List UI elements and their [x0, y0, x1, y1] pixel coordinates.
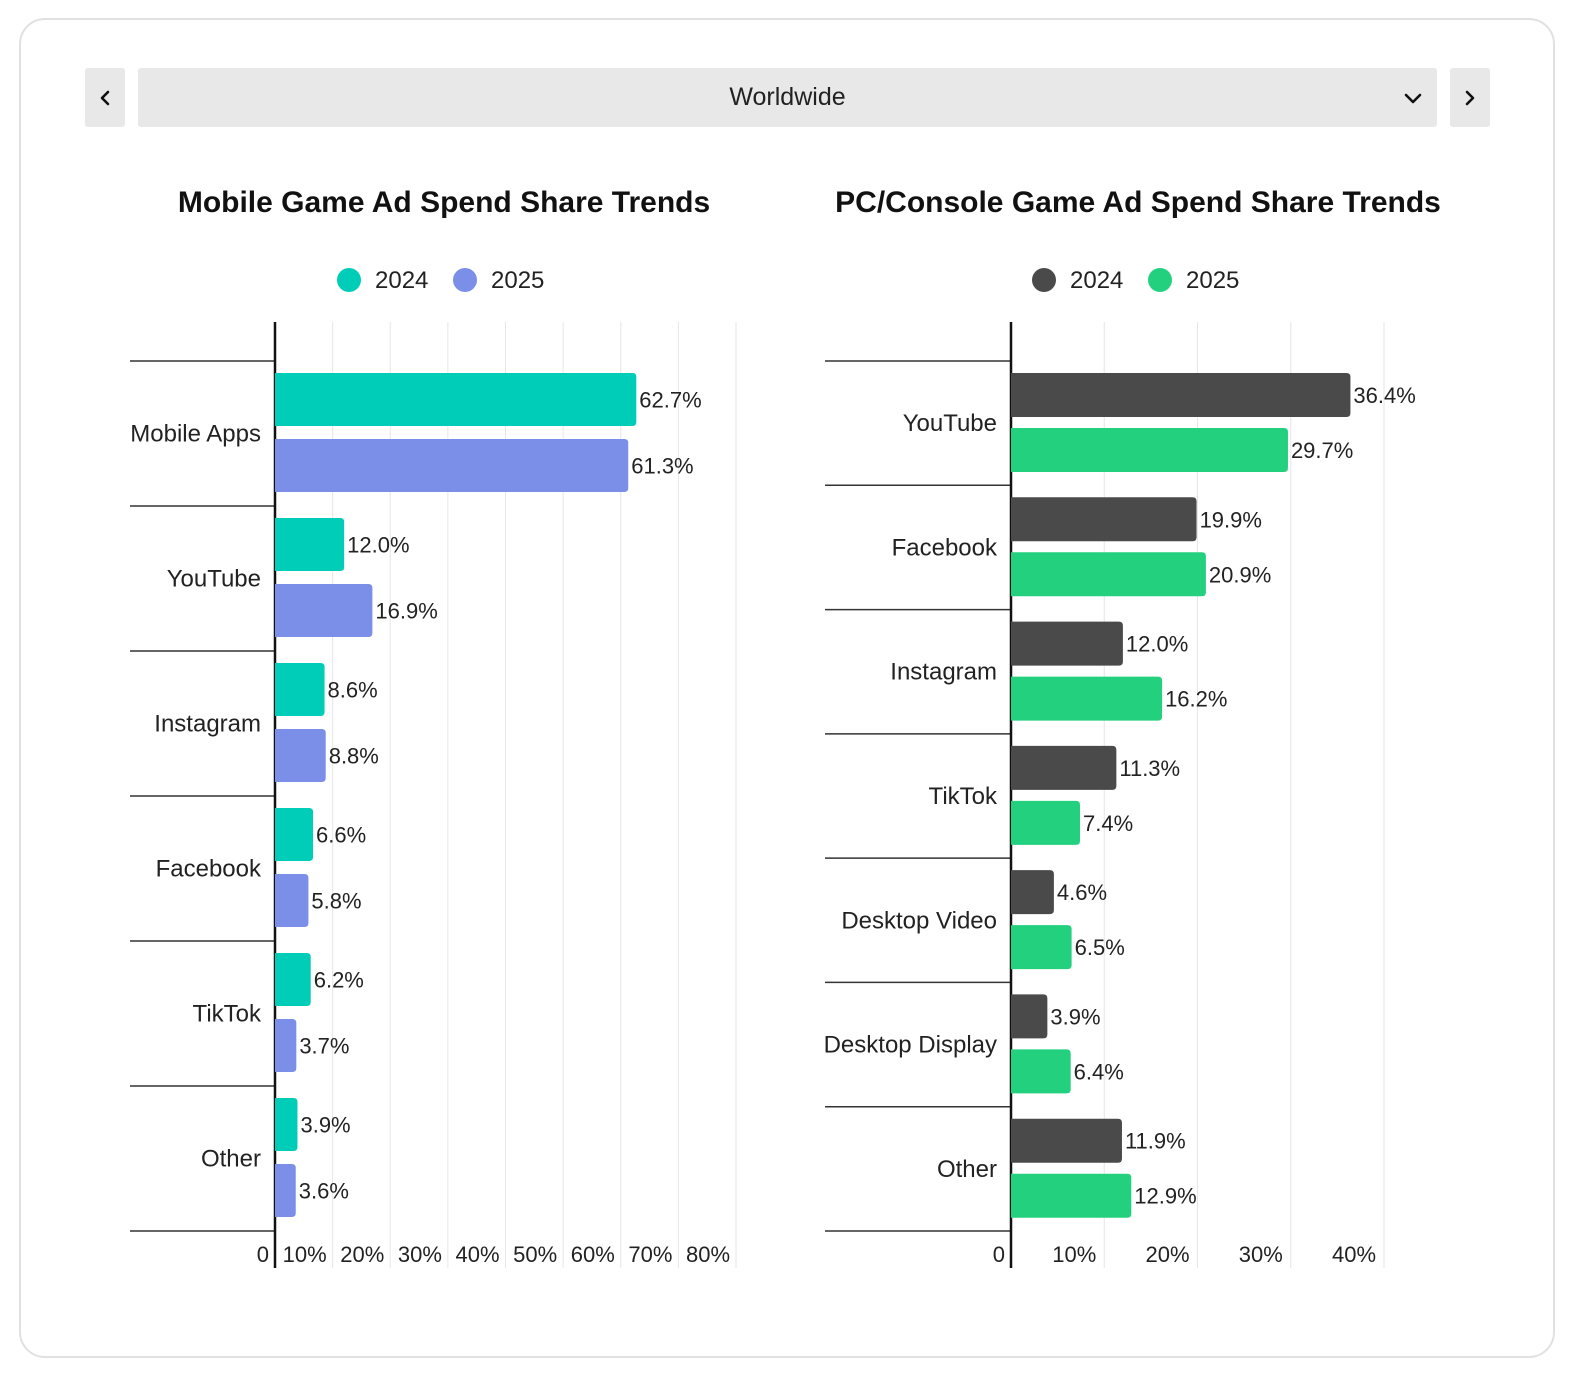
category-label: Facebook [156, 856, 262, 883]
bar-2025 [1011, 925, 1072, 970]
legend-marker-2024 [337, 268, 361, 292]
legend-marker-2025 [1148, 268, 1172, 292]
bar-2025 [1011, 800, 1081, 845]
x-tick-label: 60% [571, 1242, 615, 1267]
region-dropdown[interactable]: Worldwide [138, 68, 1437, 127]
bar-2025 [1011, 676, 1163, 721]
legend-marker-2024 [1032, 268, 1056, 292]
bar-2025 [275, 729, 326, 782]
bar-2024 [1011, 621, 1123, 666]
data-label: 12.9% [1134, 1184, 1196, 1209]
bar-2024 [275, 808, 314, 861]
category-label: YouTube [903, 410, 997, 437]
chevron-down-icon [1404, 93, 1422, 104]
bar-2024 [1011, 994, 1048, 1039]
data-label: 6.5% [1075, 935, 1125, 960]
data-label: 20.9% [1209, 562, 1271, 587]
chevron-left-icon [100, 90, 110, 105]
chart-title: PC/Console Game Ad Spend Share Trends [835, 186, 1441, 219]
bar-2025 [275, 584, 373, 637]
x-tick-label: 0 [993, 1242, 1005, 1267]
category-label: Other [201, 1146, 261, 1173]
x-tick-label: 40% [455, 1242, 499, 1267]
legend-label-2025: 2025 [1186, 267, 1239, 294]
category-label: TikTok [929, 783, 998, 810]
x-tick-label: 20% [1145, 1242, 1189, 1267]
data-label: 16.9% [375, 599, 437, 624]
bar-2025 [275, 1164, 296, 1217]
x-tick-label: 80% [686, 1242, 730, 1267]
data-label: 19.9% [1200, 507, 1262, 532]
x-tick-label: 30% [398, 1242, 442, 1267]
x-tick-label: 20% [340, 1242, 384, 1267]
data-label: 11.9% [1125, 1129, 1186, 1154]
bar-2024 [275, 953, 311, 1006]
x-tick-label: 10% [283, 1242, 327, 1267]
bar-2024 [275, 663, 325, 716]
data-label: 6.6% [316, 823, 366, 848]
category-label: Instagram [890, 659, 997, 686]
bar-2024 [1011, 745, 1117, 790]
data-label: 29.7% [1291, 438, 1353, 463]
legend-label-2024: 2024 [375, 267, 428, 294]
data-label: 3.9% [300, 1113, 350, 1138]
data-label: 12.0% [347, 533, 409, 558]
x-tick-label: 70% [628, 1242, 672, 1267]
data-label: 3.9% [1050, 1004, 1100, 1029]
data-label: 4.6% [1057, 880, 1107, 905]
x-tick-label: 30% [1239, 1242, 1283, 1267]
data-label: 62.7% [639, 388, 701, 413]
category-label: Desktop Video [841, 907, 997, 934]
data-label: 3.7% [299, 1034, 349, 1059]
category-label: YouTube [167, 566, 261, 593]
bar-2024 [275, 373, 637, 426]
bar-2024 [275, 518, 345, 571]
x-tick-label: 50% [513, 1242, 557, 1267]
data-label: 11.3% [1119, 756, 1180, 781]
chevron-right-icon [1465, 90, 1475, 105]
data-label: 61.3% [631, 454, 693, 479]
bar-2024 [275, 1098, 298, 1151]
legend-marker-2025 [453, 268, 477, 292]
legend-label-2024: 2024 [1070, 267, 1123, 294]
bar-2024 [1011, 870, 1054, 915]
bar-2025 [1011, 1049, 1071, 1094]
region-selected-label: Worldwide [729, 83, 846, 111]
data-label: 6.4% [1074, 1059, 1124, 1084]
legend-label-2025: 2025 [491, 267, 544, 294]
chart-title: Mobile Game Ad Spend Share Trends [178, 186, 710, 219]
category-label: Facebook [892, 534, 998, 561]
data-label: 5.8% [311, 889, 361, 914]
bar-2024 [1011, 497, 1197, 542]
data-label: 12.0% [1126, 632, 1188, 657]
bar-2025 [275, 874, 309, 927]
bar-2025 [275, 1019, 297, 1072]
x-tick-label: 40% [1332, 1242, 1376, 1267]
bar-2024 [1011, 1118, 1122, 1163]
prev-region-button[interactable] [85, 68, 125, 127]
data-label: 8.6% [328, 678, 378, 703]
bar-2024 [1011, 373, 1351, 417]
data-label: 16.2% [1165, 687, 1227, 712]
category-label: Other [937, 1156, 997, 1183]
bar-2025 [275, 439, 629, 492]
category-label: Desktop Display [824, 1032, 997, 1059]
category-label: Instagram [154, 711, 261, 738]
data-label: 6.2% [314, 968, 364, 993]
data-label: 36.4% [1353, 383, 1415, 408]
x-tick-label: 0 [257, 1242, 269, 1267]
data-label: 8.8% [329, 744, 379, 769]
next-region-button[interactable] [1450, 68, 1490, 127]
bar-2025 [1011, 1173, 1132, 1218]
bar-2025 [1011, 428, 1288, 472]
data-label: 3.6% [299, 1179, 349, 1204]
x-tick-label: 10% [1052, 1242, 1096, 1267]
bar-2025 [1011, 552, 1206, 597]
data-label: 7.4% [1083, 811, 1133, 836]
category-label: TikTok [193, 1001, 262, 1028]
category-label: Mobile Apps [130, 421, 261, 448]
